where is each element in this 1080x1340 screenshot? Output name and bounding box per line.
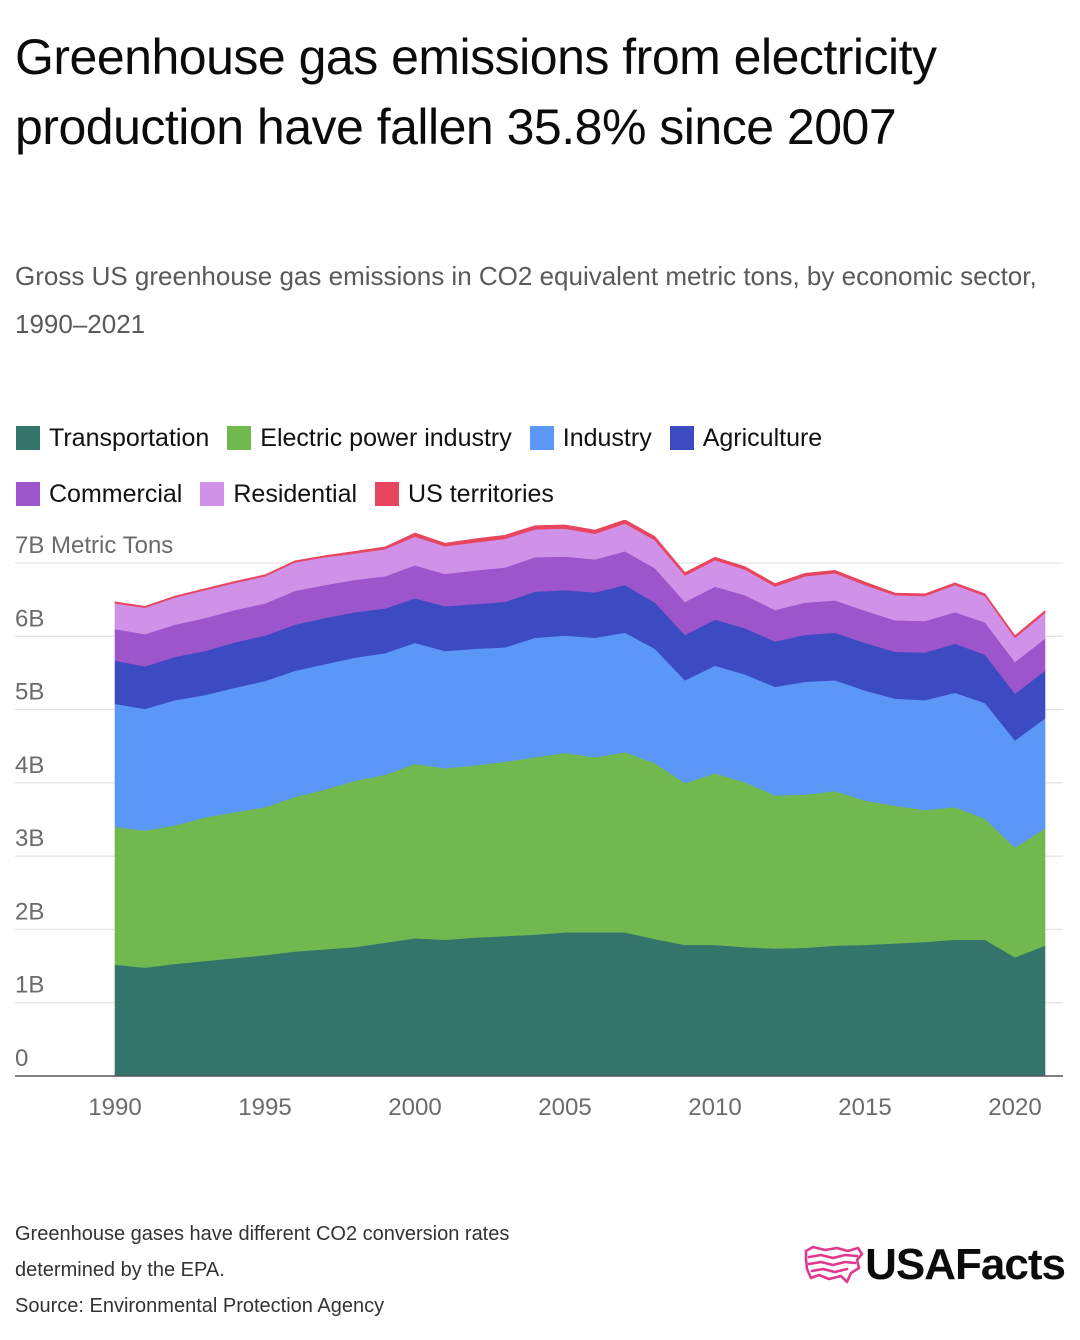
series-areas [114, 520, 1046, 1077]
legend-label: Residential [233, 480, 358, 508]
chart-title: Greenhouse gas emissions from electricit… [15, 29, 937, 155]
legend-item-electric-power: Electric power industry [227, 424, 512, 452]
y-tick-label: 2B [15, 898, 44, 925]
footnote: Greenhouse gases have different CO2 conv… [15, 1216, 695, 1324]
x-tick-label: 2010 [688, 1094, 741, 1120]
legend-label: Transportation [49, 424, 210, 452]
y-tick-label: 4B [15, 752, 44, 779]
legend-item-us-territories: US territories [375, 480, 554, 508]
legend-label: Electric power industry [260, 424, 512, 452]
footnote-note-line1: Greenhouse gases have different CO2 conv… [15, 1223, 510, 1245]
x-tick-label: 2000 [388, 1094, 441, 1120]
x-tick-label: 2020 [988, 1094, 1041, 1120]
chart-subtitle: Gross US greenhouse gas emissions in CO2… [15, 261, 1037, 339]
legend-swatch [669, 426, 694, 450]
chart-legend: Transportation Electric power industry I… [16, 424, 1066, 508]
legend-label: Agriculture [702, 424, 823, 452]
legend-label: Commercial [49, 480, 183, 508]
legend-swatch [16, 482, 40, 506]
y-tick-label: 5B [15, 679, 44, 706]
legend-label: US territories [408, 480, 554, 508]
usa-map-flag-icon [804, 1245, 864, 1284]
x-tick-label: 2005 [538, 1094, 591, 1120]
brand-name: USAFacts [865, 1240, 1066, 1289]
area-us-territories [114, 520, 1046, 639]
legend-item-industry: Industry [529, 424, 652, 452]
legend-swatch [529, 426, 554, 450]
y-tick-label: 1B [15, 972, 44, 999]
legend-swatch [375, 482, 400, 506]
legend-swatch [16, 426, 40, 450]
footnote-note-line2: determined by the EPA. [15, 1259, 225, 1281]
legend-swatch [200, 482, 225, 506]
x-tick-label: 2015 [838, 1094, 891, 1120]
footnote-source: Source: Environmental Protection Agency [15, 1295, 385, 1317]
y-tick-label: 7B Metric Tons [15, 532, 173, 559]
y-tick-label: 0 [15, 1045, 28, 1072]
x-tick-label: 1990 [88, 1094, 141, 1120]
x-tick-label: 1995 [238, 1094, 291, 1120]
axes: 0 1B 2B 3B 4B 5B 6B 7B Metric Tons 1990 1995 2000 2… [15, 532, 1063, 1120]
brand-logo: USAFacts [803, 1240, 1066, 1290]
legend-item-agriculture: Agriculture [669, 424, 823, 452]
legend-item-commercial: Commercial [16, 480, 182, 508]
stacked-area-chart: 0 1B 2B 3B 4B 5B 6B 7B Metric Tons 1990 1995 2000 2… [15, 520, 1063, 1120]
y-tick-label: 6B [15, 605, 44, 632]
legend-swatch [227, 426, 252, 450]
legend-label: Industry [562, 424, 652, 452]
legend-item-residential: Residential [200, 480, 357, 508]
legend-item-transportation: Transportation [16, 424, 209, 452]
y-tick-label: 3B [15, 825, 44, 852]
